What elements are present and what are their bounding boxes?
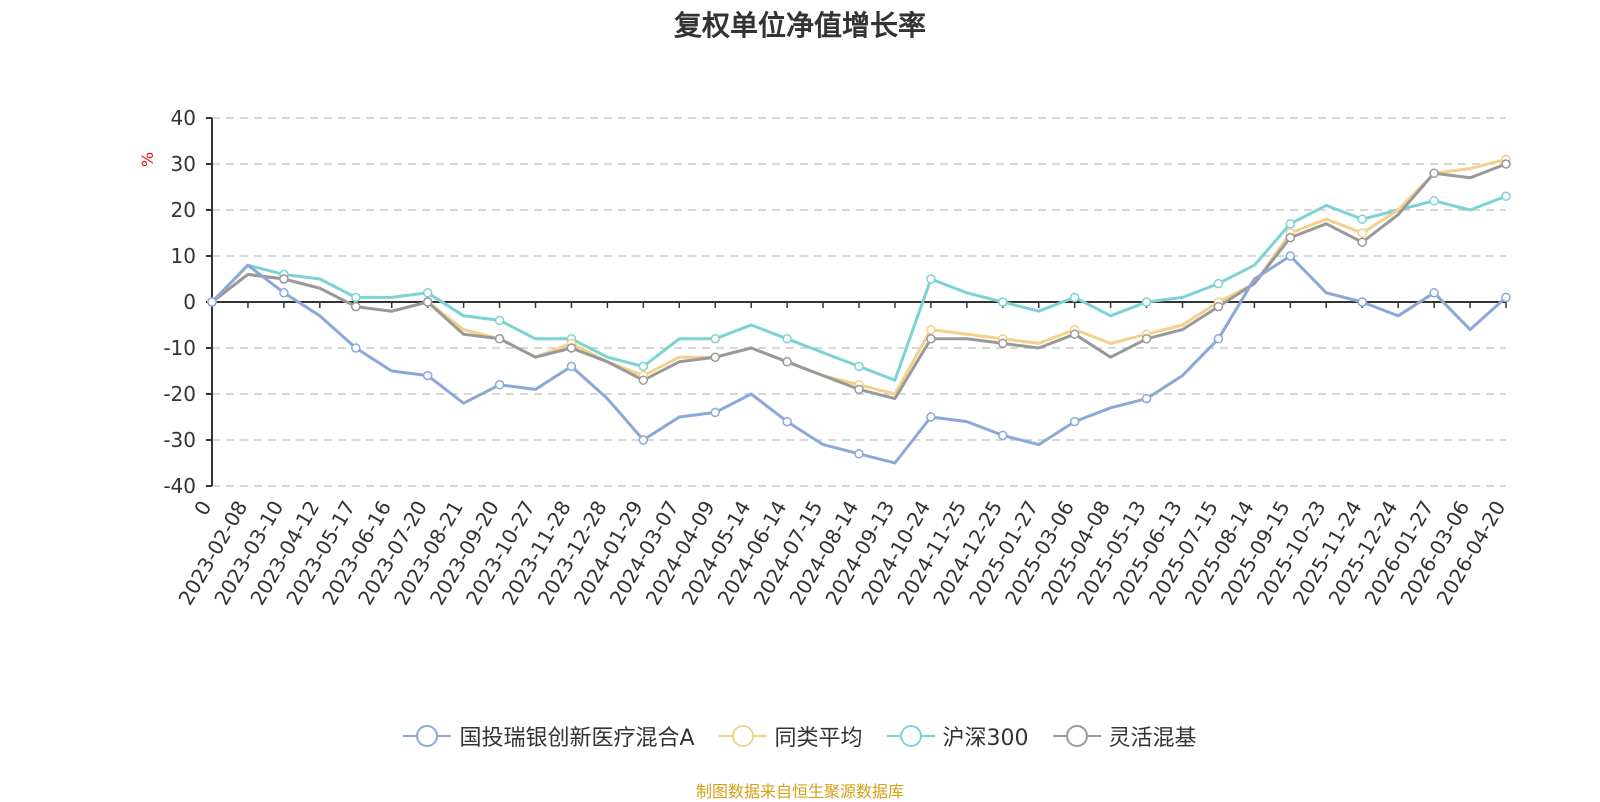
y-tick-label: 30 [171, 152, 196, 176]
data-point-flexible_mixed [1429, 168, 1439, 178]
data-point-fund [710, 407, 720, 418]
data-point-hs300 [1069, 292, 1080, 303]
data-point-flexible_mixed [1357, 237, 1367, 247]
y-tick-label: -10 [163, 336, 196, 360]
data-point-hs300 [422, 288, 433, 298]
y-tick-label: 10 [171, 244, 196, 268]
data-point-hs300 [998, 297, 1008, 307]
data-point-hs300 [710, 334, 720, 344]
y-tick-label: 20 [171, 198, 196, 222]
legend: 国投瑞银创新医疗混合A 同类平均 沪深300 灵活混基 [0, 720, 1600, 752]
data-point-hs300 [782, 334, 792, 344]
data-point-flexible_mixed [854, 384, 864, 395]
data-point-fund [854, 449, 864, 459]
legend-label: 灵活混基 [1108, 726, 1197, 751]
y-tick-label: -30 [163, 428, 196, 452]
data-point-hs300 [1141, 297, 1152, 307]
source-note: 制图数据来自恒生聚源数据库 [695, 782, 904, 801]
data-point-flexible_mixed [566, 343, 577, 353]
data-point-fund [998, 430, 1008, 441]
data-point-hs300 [1213, 278, 1224, 289]
data-point-fund [566, 361, 577, 372]
data-point-fund [1285, 251, 1296, 261]
data-point-fund [1357, 297, 1367, 307]
data-point-flexible_mixed [1213, 301, 1224, 312]
data-point-fund [926, 412, 936, 422]
legend-item-peer-avg[interactable]: 同类平均 [718, 720, 863, 752]
data-point-flexible_mixed [782, 357, 792, 367]
data-point-fund [1429, 288, 1439, 298]
data-point-peer_avg [926, 324, 936, 335]
legend-circle-icon [403, 725, 452, 747]
data-point-hs300 [494, 315, 505, 326]
data-point-fund [422, 370, 433, 381]
data-point-fund [1069, 416, 1080, 427]
data-point-flexible_mixed [351, 301, 361, 312]
data-point-hs300 [638, 361, 649, 372]
data-point-hs300 [1285, 219, 1296, 229]
data-point-fund [1213, 334, 1224, 344]
x-tick-label: 0 [189, 497, 216, 520]
legend-item-fund[interactable]: 国投瑞银创新医疗混合A [403, 720, 695, 752]
legend-label: 国投瑞银创新医疗混合A [459, 726, 695, 751]
data-point-flexible_mixed [1069, 329, 1080, 339]
data-point-flexible_mixed [638, 375, 649, 385]
chart-title: 复权单位净值增长率 [673, 9, 926, 42]
y-tick-label: -20 [163, 382, 196, 406]
y-tick-label: 40 [171, 106, 196, 130]
data-point-hs300 [926, 274, 936, 284]
legend-label: 同类平均 [774, 726, 863, 751]
legend-circle-icon [1052, 725, 1101, 747]
data-point-fund [1141, 393, 1152, 404]
data-point-flexible_mixed [279, 274, 289, 284]
data-point-hs300 [854, 361, 864, 372]
line-chart: 403020100-10-20-30-4002023-02-082023-03-… [163, 106, 1511, 609]
data-point-hs300 [1357, 214, 1367, 224]
data-point-fund [494, 380, 505, 390]
data-point-fund [782, 416, 792, 427]
legend-circle-icon [718, 725, 767, 747]
data-point-flexible_mixed [998, 338, 1008, 349]
legend-label: 沪深300 [942, 726, 1029, 751]
data-point-flexible_mixed [926, 334, 936, 344]
data-point-flexible_mixed [494, 334, 505, 344]
series-line-fund [210, 254, 1508, 465]
data-point-hs300 [351, 292, 361, 303]
y-tick-label: -40 [163, 474, 196, 498]
data-point-flexible_mixed [710, 352, 720, 362]
data-point-flexible_mixed [1141, 334, 1152, 344]
data-point-fund [638, 435, 649, 445]
data-point-fund [207, 297, 217, 307]
data-point-flexible_mixed [1285, 232, 1296, 243]
data-point-hs300 [1501, 191, 1511, 201]
data-point-fund [1501, 292, 1511, 303]
legend-item-hs300[interactable]: 沪深300 [886, 720, 1029, 752]
data-point-fund [351, 343, 361, 353]
data-point-flexible_mixed [422, 297, 433, 307]
data-point-hs300 [1429, 196, 1439, 206]
y-tick-label: 0 [183, 290, 196, 314]
data-point-fund [279, 288, 289, 298]
data-point-peer_avg [1357, 228, 1367, 238]
legend-circle-icon [886, 725, 935, 747]
legend-item-flexible-mixed[interactable]: 灵活混基 [1052, 720, 1197, 752]
data-point-flexible_mixed [1501, 159, 1511, 169]
